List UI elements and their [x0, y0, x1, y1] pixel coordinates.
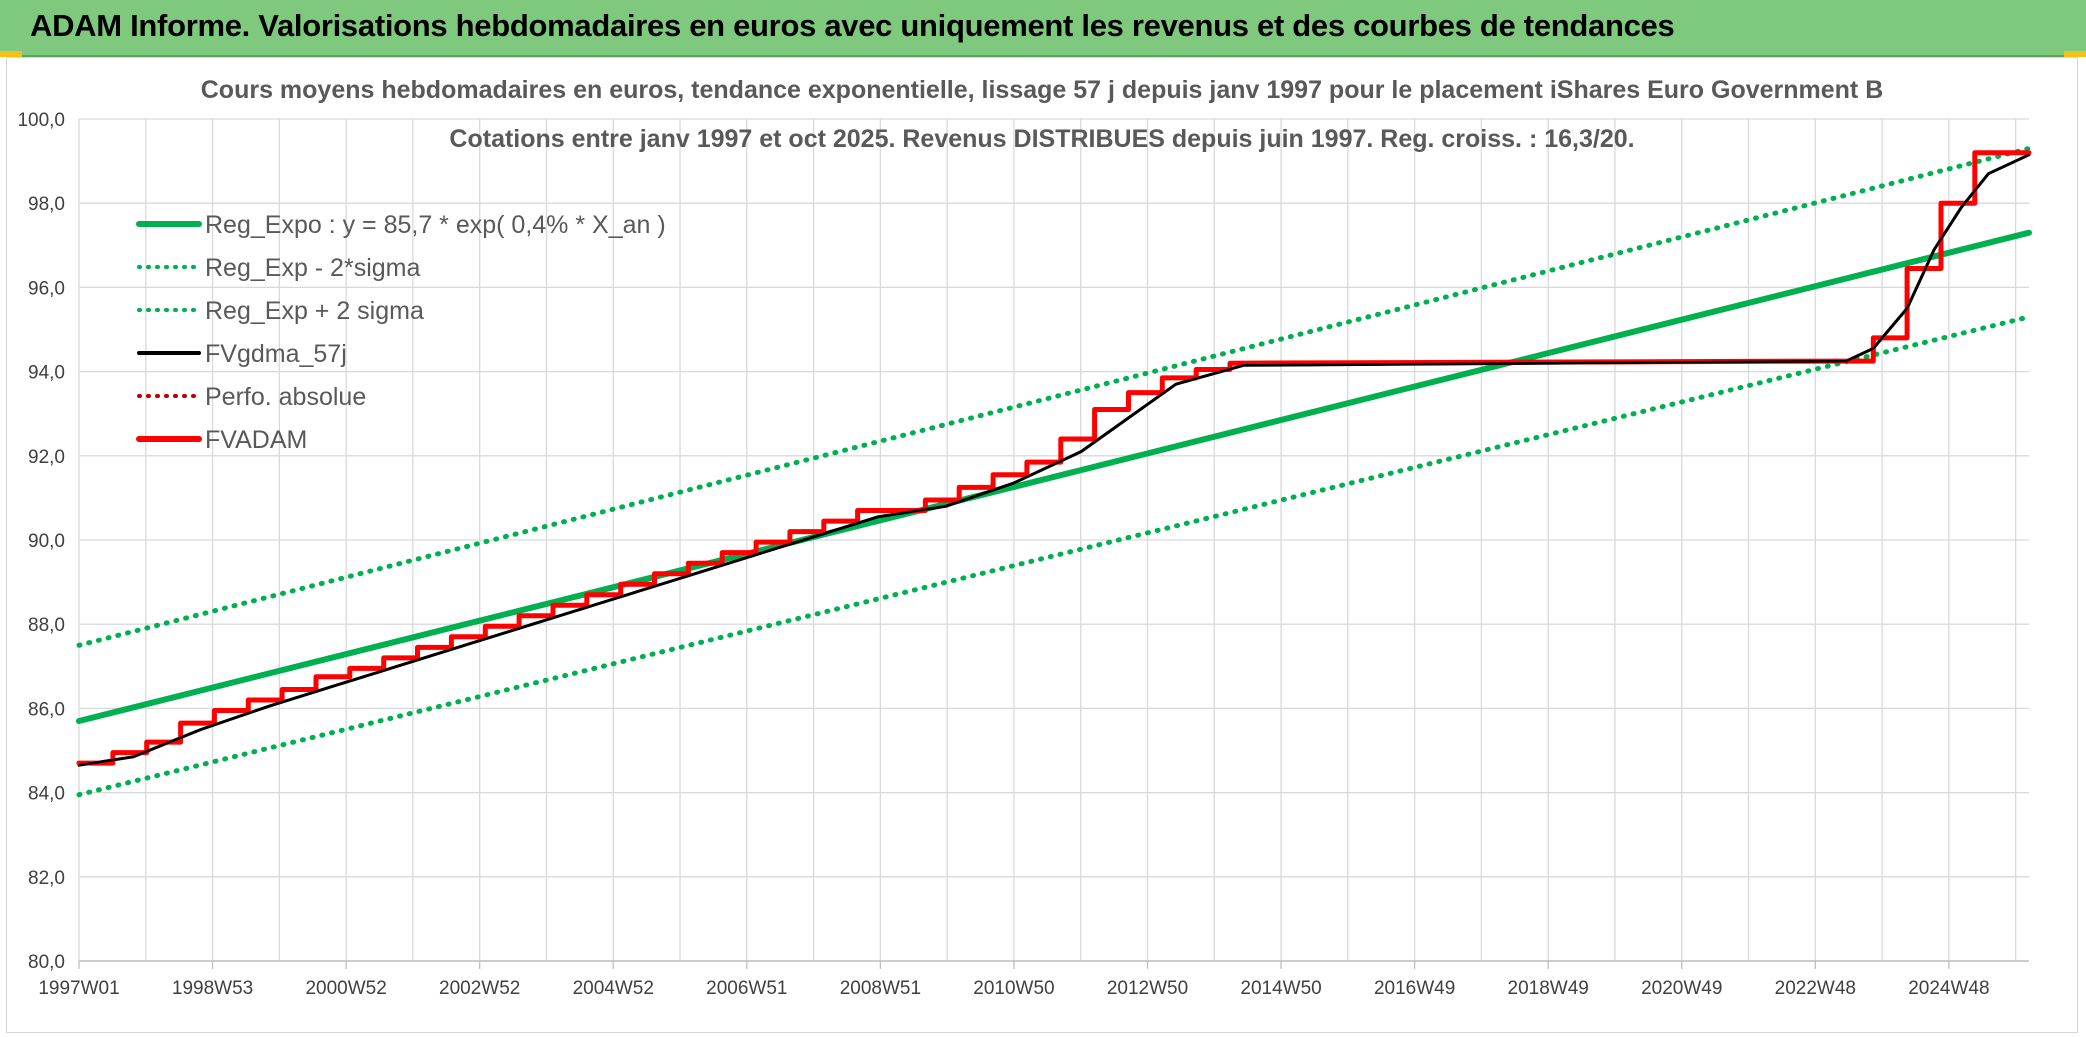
- header-bar: ADAM Informe. Valorisations hebdomadaire…: [0, 0, 2086, 57]
- x-tick-label: 2006W51: [706, 978, 787, 999]
- x-tick-label: 2012W50: [1107, 978, 1188, 999]
- legend-label-trend: Reg_Expo : y = 85,7 * exp( 0,4% * X_an ): [205, 211, 666, 239]
- x-tick-label: 2000W52: [305, 978, 386, 999]
- y-tick-label: 88,0: [28, 615, 65, 636]
- line-chart: 80,0 82,0 84,0 86,0 88,0 90,0 92,0 94,0 96,0 98,0…: [17, 76, 2032, 999]
- x-tick-label: 2016W49: [1374, 978, 1455, 999]
- corner-accent-left: [0, 51, 22, 57]
- legend-label-adam: FVADAM: [205, 426, 307, 454]
- y-tick-label: 92,0: [28, 447, 65, 468]
- series-reg-expo: [76, 229, 2032, 724]
- x-tick-label: 2004W52: [573, 978, 654, 999]
- legend-label-perf: Perfo. absolue: [205, 383, 366, 411]
- y-tick-label: 96,0: [28, 278, 65, 299]
- x-tick-label: 2022W48: [1775, 978, 1856, 999]
- y-tick-label: 98,0: [28, 194, 65, 215]
- header-title: ADAM Informe. Valorisations hebdomadaire…: [30, 8, 1675, 43]
- series-fvgdma-57j-overlay: [78, 153, 2030, 767]
- y-tick-label: 100,0: [17, 110, 65, 131]
- axes: 80,0 82,0 84,0 86,0 88,0 90,0 92,0 94,0 96,0 98,0…: [17, 110, 2029, 999]
- grid: [78, 118, 2029, 962]
- x-tick-label: 2020W49: [1641, 978, 1722, 999]
- series-fvadam: [76, 150, 2032, 766]
- y-tick-label: 80,0: [28, 952, 65, 973]
- series-reg-minus-2sigma: [76, 314, 2032, 798]
- x-tick-label: 2002W52: [439, 978, 520, 999]
- x-tick-label: 2014W50: [1240, 978, 1321, 999]
- y-tick-label: 90,0: [28, 531, 65, 552]
- x-tick-label: 1998W53: [172, 978, 253, 999]
- x-tick-label: 2008W51: [840, 978, 921, 999]
- corner-accent-right: [2064, 51, 2086, 57]
- legend-label-upper: Reg_Exp + 2 sigma: [205, 297, 424, 325]
- chart-title: Cours moyens hebdomadaires en euros, ten…: [201, 76, 1884, 104]
- chart-subtitle: Cotations entre janv 1997 et oct 2025. R…: [449, 125, 1634, 153]
- x-tick-label: 2018W49: [1508, 978, 1589, 999]
- x-tick-label: 1997W01: [38, 978, 119, 999]
- legend-label-lower: Reg_Exp - 2*sigma: [205, 254, 420, 282]
- legend-label-smooth: FVgdma_57j: [205, 340, 347, 368]
- x-tick-label: 2024W48: [1908, 978, 1989, 999]
- y-tick-label: 86,0: [28, 699, 65, 720]
- chart-frame: 80,0 82,0 84,0 86,0 88,0 90,0 92,0 94,0 96,0 98,0…: [6, 57, 2078, 1033]
- legend: Reg_Expo : y = 85,7 * exp( 0,4% * X_an )…: [136, 211, 666, 454]
- y-tick-label: 84,0: [28, 784, 65, 805]
- y-tick-label: 94,0: [28, 363, 65, 384]
- x-tick-label: 2010W50: [973, 978, 1054, 999]
- y-tick-label: 82,0: [28, 868, 65, 889]
- series-layer: [76, 146, 2032, 798]
